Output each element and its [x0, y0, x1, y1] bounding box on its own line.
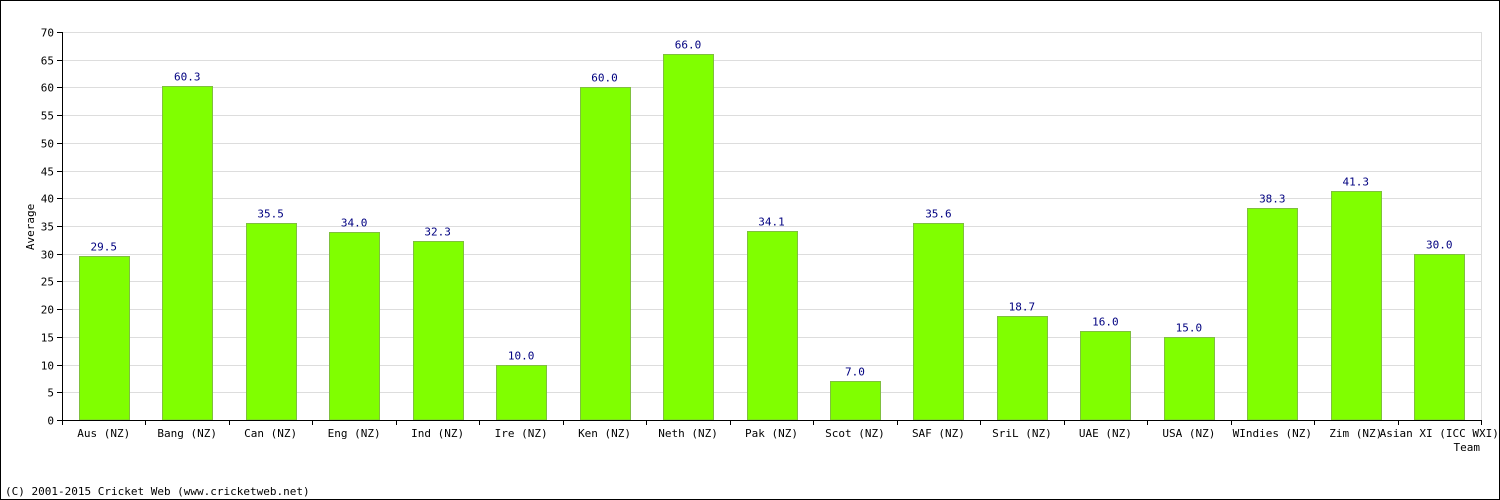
- y-tick-label: 15: [41, 332, 54, 345]
- category-label: Ire (NZ): [495, 427, 548, 440]
- y-tick-label: 0: [47, 415, 54, 428]
- y-tick-label: 70: [41, 27, 54, 40]
- bar: [413, 241, 464, 421]
- category-label: USA (NZ): [1162, 427, 1215, 440]
- data-label: 7.0: [845, 366, 865, 379]
- bar: [747, 231, 798, 421]
- category-label: WIndies (NZ): [1233, 427, 1312, 440]
- y-tick-label: 30: [41, 249, 54, 262]
- bar: [913, 223, 964, 421]
- bar: [830, 381, 881, 421]
- axes: [57, 32, 1482, 425]
- bar: [1164, 337, 1215, 421]
- y-tick-label: 60: [41, 82, 54, 95]
- data-label: 34.1: [758, 216, 785, 229]
- data-label: 34.0: [341, 217, 368, 230]
- category-label: Ken (NZ): [578, 427, 631, 440]
- category-label: SAF (NZ): [912, 427, 965, 440]
- data-label: 60.0: [591, 72, 618, 85]
- x-axis-title: Team: [1454, 441, 1481, 454]
- y-tick-label: 40: [41, 193, 54, 206]
- y-tick-label: 10: [41, 360, 54, 373]
- bar: [580, 87, 631, 421]
- data-label: 10.0: [508, 350, 535, 363]
- category-label: Zim (NZ): [1329, 427, 1382, 440]
- data-label: 66.0: [675, 39, 702, 52]
- y-tick-label: 35: [41, 221, 54, 234]
- data-label: 41.3: [1343, 176, 1370, 189]
- data-label: 29.5: [90, 241, 117, 254]
- data-label: 18.7: [1009, 301, 1036, 314]
- category-label: Aus (NZ): [77, 427, 130, 440]
- data-label: 60.3: [174, 71, 201, 84]
- category-label: SriL (NZ): [992, 427, 1052, 440]
- copyright-footer: (C) 2001-2015 Cricket Web (www.cricketwe…: [5, 485, 310, 498]
- data-label: 38.3: [1259, 193, 1286, 206]
- bar: [663, 54, 714, 421]
- y-tick-label: 55: [41, 110, 54, 123]
- bar: [1331, 191, 1382, 421]
- category-label: Can (NZ): [244, 427, 297, 440]
- y-tick-label: 5: [47, 387, 54, 400]
- labels: 0 5 10 15 20 25 30 35 40 45 50 55 60 65 70 29.5 Aus (NZ)…: [41, 27, 1499, 441]
- category-label: Scot (NZ): [825, 427, 885, 440]
- y-axis-title: Average: [24, 204, 37, 250]
- category-label: Neth (NZ): [658, 427, 718, 440]
- y-tick-label: 45: [41, 166, 54, 179]
- bar: [246, 223, 297, 421]
- bar: [1247, 208, 1298, 421]
- category-label: Ind (NZ): [411, 427, 464, 440]
- bar: [79, 256, 130, 421]
- category-label: UAE (NZ): [1079, 427, 1132, 440]
- category-label: Asian XI (ICC WXI): [1380, 427, 1499, 440]
- category-label: Pak (NZ): [745, 427, 798, 440]
- bars: [79, 54, 1465, 421]
- bar: [496, 365, 547, 421]
- data-label: 35.6: [925, 208, 952, 221]
- bar: [1080, 331, 1131, 421]
- y-tick-label: 20: [41, 304, 54, 317]
- y-tick-label: 65: [41, 55, 54, 68]
- y-tick-label: 50: [41, 138, 54, 151]
- data-label: 32.3: [424, 226, 451, 239]
- data-label: 35.5: [257, 208, 284, 221]
- category-label: Eng (NZ): [328, 427, 381, 440]
- bar: [1414, 254, 1465, 421]
- bar: [162, 86, 213, 421]
- bar: [997, 316, 1048, 421]
- category-label: Bang (NZ): [157, 427, 217, 440]
- data-label: 16.0: [1092, 316, 1119, 329]
- data-label: 30.0: [1426, 239, 1453, 252]
- data-label: 15.0: [1176, 322, 1203, 335]
- bar: [329, 232, 380, 421]
- y-tick-label: 25: [41, 276, 54, 289]
